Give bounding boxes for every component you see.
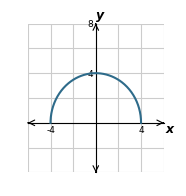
Text: x: x xyxy=(166,122,174,135)
Text: y: y xyxy=(96,9,104,22)
